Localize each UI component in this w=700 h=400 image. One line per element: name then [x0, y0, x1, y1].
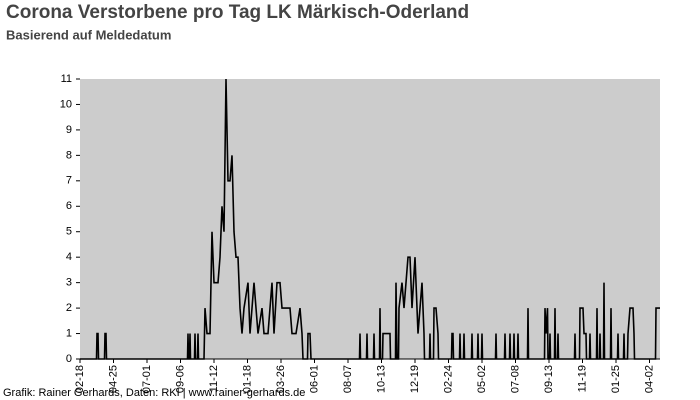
- footer: Grafik: Rainer Gerhards, Daten: RKI | ww…: [3, 387, 305, 399]
- x-tick-label: 09-06: [174, 365, 186, 393]
- chart-title: Corona Verstorbene pro Tag LK Märkisch-O…: [6, 2, 469, 23]
- x-tick-label: 02-18: [74, 365, 86, 393]
- x-tick-label: 11-19: [576, 365, 588, 392]
- y-tick-label: 8: [66, 149, 72, 161]
- y-tick-label: 2: [66, 302, 72, 314]
- x-tick-label: 04-25: [107, 365, 119, 393]
- x-tick-label: 12-19: [409, 365, 421, 393]
- x-tick-label: 01-18: [241, 365, 253, 393]
- x-tick-label: 03-26: [275, 365, 287, 393]
- y-tick-label: 1: [66, 327, 72, 339]
- x-tick-label: 09-13: [543, 365, 555, 393]
- x-tick-label: 02-24: [442, 365, 454, 393]
- y-tick-label: 6: [66, 200, 72, 212]
- x-tick-label: 01-25: [610, 365, 622, 393]
- y-tick-label: 7: [66, 175, 72, 187]
- y-tick-label: 0: [66, 353, 72, 365]
- chart-subtitle: Basierend auf Meldedatum: [6, 27, 171, 42]
- y-tick-label: 5: [66, 226, 72, 238]
- x-tick-label: 10-13: [375, 365, 387, 393]
- y-tick-label: 3: [66, 277, 72, 289]
- y-tick-label: 11: [61, 73, 72, 85]
- y-tick-label: 9: [66, 124, 72, 136]
- x-tick-label: 05-02: [476, 365, 488, 393]
- x-tick-label: 04-02: [643, 365, 655, 393]
- x-tick-label: 06-01: [308, 365, 320, 393]
- x-tick-label: 08-07: [342, 365, 354, 393]
- x-tick-label: 11-12: [208, 365, 220, 392]
- y-tick-label: 10: [60, 98, 72, 110]
- x-tick-label: 07-01: [141, 365, 153, 393]
- x-tick-label: 07-08: [509, 365, 521, 393]
- plot-area: [80, 79, 660, 359]
- y-tick-label: 4: [66, 251, 72, 263]
